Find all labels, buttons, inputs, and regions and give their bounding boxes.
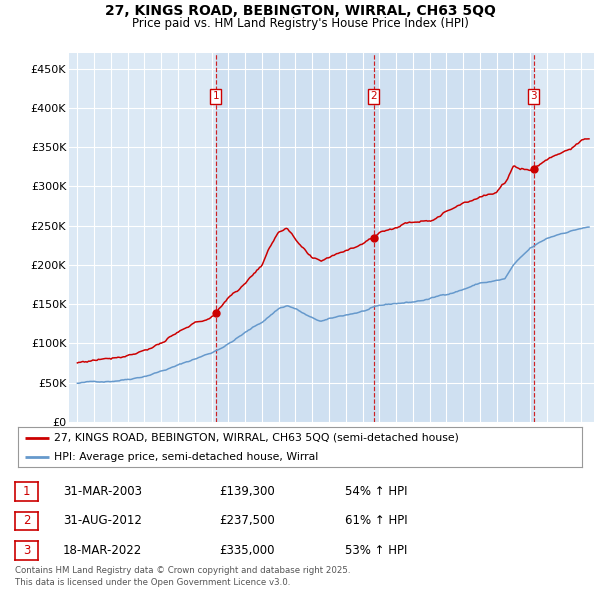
Text: 27, KINGS ROAD, BEBINGTON, WIRRAL, CH63 5QQ (semi-detached house): 27, KINGS ROAD, BEBINGTON, WIRRAL, CH63 … — [53, 433, 458, 443]
Text: 53% ↑ HPI: 53% ↑ HPI — [345, 544, 407, 557]
Text: Price paid vs. HM Land Registry's House Price Index (HPI): Price paid vs. HM Land Registry's House … — [131, 17, 469, 30]
Text: Contains HM Land Registry data © Crown copyright and database right 2025.
This d: Contains HM Land Registry data © Crown c… — [15, 566, 350, 587]
Text: 18-MAR-2022: 18-MAR-2022 — [63, 544, 142, 557]
Text: 27, KINGS ROAD, BEBINGTON, WIRRAL, CH63 5QQ: 27, KINGS ROAD, BEBINGTON, WIRRAL, CH63 … — [104, 4, 496, 18]
Text: £139,300: £139,300 — [219, 485, 275, 498]
Text: £237,500: £237,500 — [219, 514, 275, 527]
Text: 2: 2 — [370, 91, 377, 101]
Text: 1: 1 — [212, 91, 219, 101]
Bar — [216, 53, 534, 422]
Text: 31-AUG-2012: 31-AUG-2012 — [63, 514, 142, 527]
Text: HPI: Average price, semi-detached house, Wirral: HPI: Average price, semi-detached house,… — [53, 453, 318, 462]
Text: 54% ↑ HPI: 54% ↑ HPI — [345, 485, 407, 498]
Text: 2: 2 — [23, 514, 30, 527]
Text: £335,000: £335,000 — [219, 544, 275, 557]
Text: 3: 3 — [23, 544, 30, 557]
Text: 61% ↑ HPI: 61% ↑ HPI — [345, 514, 407, 527]
Text: 1: 1 — [23, 485, 30, 498]
Text: 31-MAR-2003: 31-MAR-2003 — [63, 485, 142, 498]
Text: 3: 3 — [530, 91, 537, 101]
